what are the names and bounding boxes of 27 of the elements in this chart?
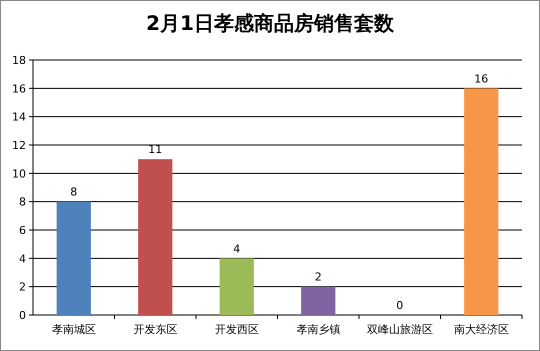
y-tick-label: 0	[19, 309, 26, 322]
chart-title: 2月1日孝感商品房销售套数	[146, 11, 395, 35]
y-tick-label: 18	[12, 54, 26, 67]
y-tick-label: 12	[12, 139, 26, 152]
y-tick-label: 6	[19, 224, 26, 237]
y-tick-label: 8	[19, 196, 26, 209]
y-tick-label: 10	[12, 167, 26, 180]
y-tick-label: 14	[12, 110, 26, 124]
bar	[138, 159, 172, 315]
bar	[56, 202, 91, 315]
data-label: 4	[233, 242, 240, 256]
data-label: 0	[396, 299, 404, 312]
data-label: 8	[70, 186, 78, 199]
y-tick-label: 4	[19, 252, 26, 266]
x-tick-label: 开发东区	[133, 323, 178, 336]
bar	[464, 88, 498, 315]
y-tick-label: 16	[12, 82, 26, 96]
data-label: 2	[314, 270, 322, 284]
x-tick-label: 开发西区	[214, 323, 259, 336]
y-tick-label: 2	[19, 280, 26, 294]
x-tick-label: 双峰山旅游区	[366, 323, 433, 336]
bar	[301, 286, 336, 315]
data-label: 16	[474, 72, 488, 86]
x-tick-label: 孝南乡镇	[296, 323, 340, 336]
x-tick-label: 孝南城区	[52, 323, 96, 336]
x-tick-label: 南大经济区	[454, 323, 509, 336]
bar	[220, 258, 254, 315]
